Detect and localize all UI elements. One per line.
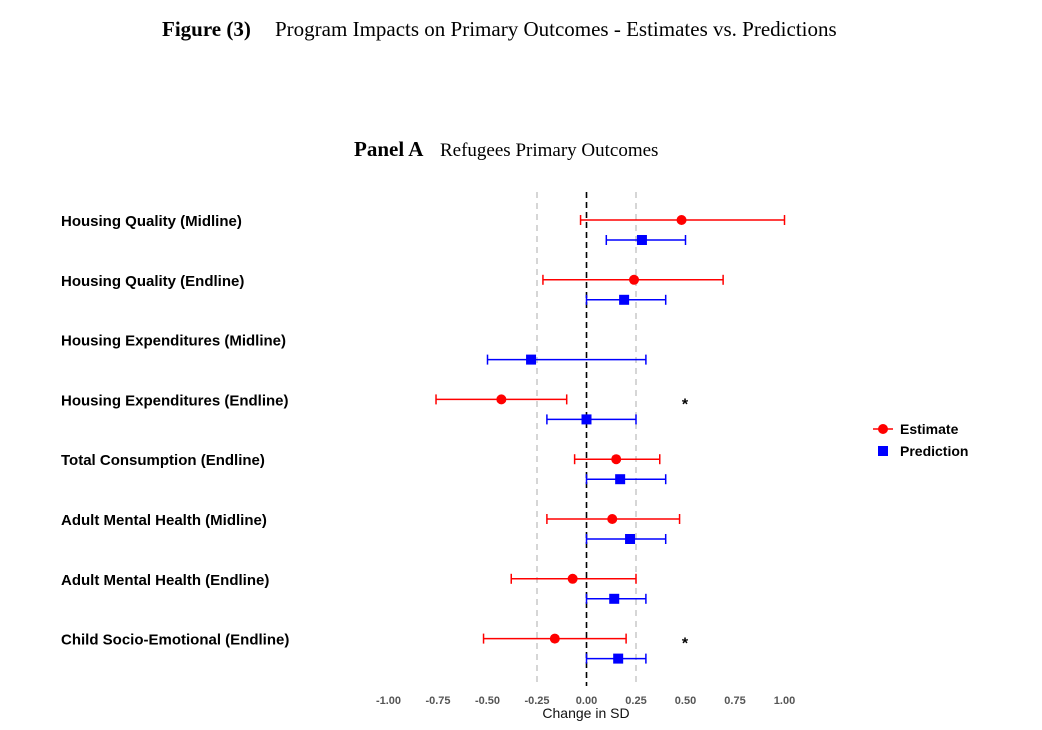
estimate-point <box>549 633 560 644</box>
significance-marker: * <box>682 636 689 653</box>
x-tick-label: 0.25 <box>625 695 646 707</box>
x-tick-label: -0.25 <box>524 695 549 707</box>
outcome-label: Adult Mental Health (Midline) <box>61 512 267 529</box>
legend-prediction-label: Prediction <box>900 443 968 459</box>
x-tick-label: 0.00 <box>576 695 597 707</box>
prediction-point <box>526 354 537 365</box>
estimate-point <box>567 573 578 584</box>
x-tick-label: 1.00 <box>774 695 795 707</box>
prediction-point <box>619 294 630 305</box>
legend-estimate-label: Estimate <box>900 421 959 437</box>
estimate-point <box>611 454 622 465</box>
estimate-point <box>676 215 687 225</box>
x-tick-label: -0.50 <box>475 695 500 707</box>
panel-label: Panel A <box>354 137 424 161</box>
outcome-label: Housing Expenditures (Midline) <box>61 333 286 350</box>
significance-marker: * <box>682 396 689 413</box>
prediction-point <box>613 653 624 664</box>
figure-title: Program Impacts on Primary Outcomes - Es… <box>275 17 837 41</box>
x-tick-label: 0.50 <box>675 695 696 707</box>
prediction-point <box>581 414 592 425</box>
prediction-point <box>609 593 620 604</box>
x-tick-label: 0.75 <box>724 695 745 707</box>
estimate-point <box>629 274 640 285</box>
prediction-point <box>636 235 647 245</box>
figure-label: Figure (3) <box>162 17 251 41</box>
outcome-label: Adult Mental Health (Endline) <box>61 572 269 589</box>
prediction-point <box>625 534 636 544</box>
outcome-label: Total Consumption (Endline) <box>61 452 265 469</box>
legend-prediction-marker <box>878 446 888 456</box>
panel-title: Refugees Primary Outcomes <box>440 140 658 161</box>
outcome-label: Housing Quality (Endline) <box>61 273 244 290</box>
outcome-label: Child Socio-Emotional (Endline) <box>61 632 289 649</box>
legend: Estimate Prediction <box>873 421 968 459</box>
outcome-label: Housing Quality (Midline) <box>61 213 242 230</box>
prediction-point <box>615 474 626 485</box>
x-tick-label: -0.75 <box>425 695 450 707</box>
x-axis-label: Change in SD <box>542 705 629 721</box>
legend-estimate-marker <box>878 424 888 434</box>
estimate-point <box>496 394 507 405</box>
x-tick-label: -1.00 <box>376 695 401 707</box>
estimate-point <box>607 514 618 524</box>
outcome-label: Housing Expenditures (Endline) <box>61 392 289 409</box>
